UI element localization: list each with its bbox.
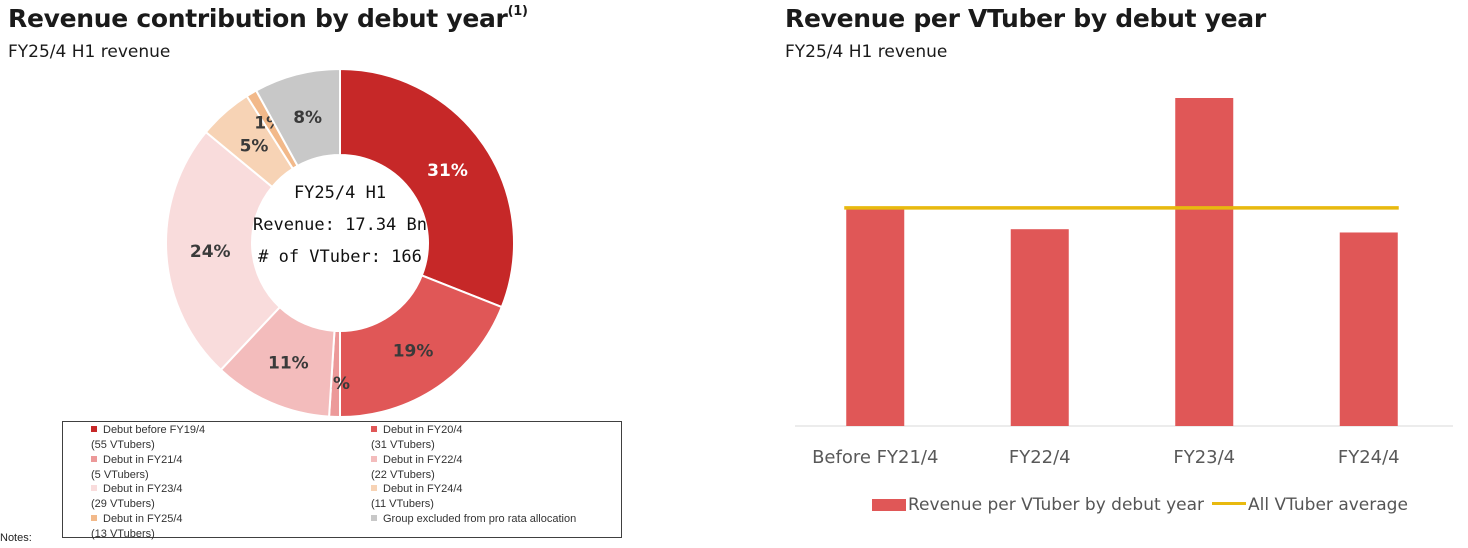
- legend-item-1: Debut in FY20/4 (31 VTubers): [371, 423, 463, 453]
- legend-sublabel-1: (31 VTubers): [371, 439, 435, 451]
- donut-value-label-0: 31%: [427, 161, 468, 181]
- legend-item-6: Debut in FY25/4 (13 VTubers): [91, 512, 183, 542]
- donut-legend: Debut before FY19/4 (55 VTubers) Debut in …: [62, 421, 622, 540]
- donut-title-text: Revenue contribution by debut year: [8, 4, 508, 33]
- donut-slice-1: [339, 274, 504, 419]
- donut-center-line-2: Revenue: 17.34 Bn: [253, 215, 427, 235]
- donut-center-line-1: FY25/4 H1: [294, 183, 386, 203]
- bar-3: [1339, 232, 1398, 426]
- legend-label-7: Group excluded from pro rata allocation: [383, 512, 577, 525]
- legend-label-6: Debut in FY25/4: [103, 512, 183, 525]
- legend-item-4: Debut in FY23/4 (29 VTubers): [91, 482, 183, 512]
- legend-label-0: Debut before FY19/4: [103, 424, 206, 436]
- legend-item-7: Group excluded from pro rata allocation: [371, 512, 576, 527]
- bar-category-label-3: FY24/4: [1338, 447, 1400, 468]
- legend-sublabel-3: (22 VTubers): [371, 468, 435, 481]
- donut-center-line-3: # of VTuber: 166: [258, 247, 422, 267]
- bar-chart: Before FY21/4 FY22/4 FY23/4 FY24/4: [795, 98, 1453, 468]
- legend-item-5: Debut in FY24/4 (11 VTubers): [371, 482, 463, 512]
- legend-label-5: Debut in FY24/4: [383, 483, 463, 495]
- donut-slice-4: [165, 130, 282, 372]
- bar-1: [1010, 229, 1069, 426]
- legend-item-3: Debut in FY22/4 (22 VTubers): [371, 453, 463, 483]
- legend-swatch-1: [371, 426, 377, 432]
- donut-slice-0: [339, 67, 515, 309]
- donut-value-label-4: 24%: [190, 242, 231, 262]
- legend-sublabel-6: (13 VTubers): [91, 527, 155, 540]
- legend-sublabel-4: (29 VTubers): [91, 498, 155, 510]
- legend-sublabel-0: (55 VTubers): [91, 439, 155, 451]
- legend-sublabel-5: (11 VTubers): [371, 498, 434, 510]
- bar-category-label-1: FY22/4: [1009, 447, 1071, 468]
- average-legend-swatch: [1212, 502, 1246, 505]
- legend-swatch-7: [371, 514, 377, 521]
- legend-swatch-4: [91, 485, 97, 491]
- bar-category-label-2: FY23/4: [1173, 447, 1235, 468]
- donut-value-label-1: 19%: [393, 342, 434, 362]
- bar-subtitle: FY25/4 H1 revenue: [785, 42, 948, 62]
- bar-legend-series-label: Revenue per VTuber by debut year: [908, 495, 1204, 515]
- legend-swatch-2: [91, 455, 97, 462]
- legend-swatch-5: [371, 485, 377, 491]
- legend-label-1: Debut in FY20/4: [383, 424, 463, 436]
- legend-swatch-3: [371, 455, 377, 462]
- bar-legend-average: All VTuber average: [1212, 495, 1408, 515]
- bar-0: [846, 209, 905, 426]
- donut-value-label-5: 5%: [240, 136, 269, 156]
- bar-legend-series: Revenue per VTuber by debut year: [872, 495, 1204, 515]
- donut-subtitle: FY25/4 H1 revenue: [8, 42, 171, 62]
- average-legend-label: All VTuber average: [1248, 495, 1408, 515]
- legend-sublabel-2: (5 VTubers): [91, 468, 149, 481]
- donut-title: Revenue contribution by debut year(1): [8, 4, 528, 33]
- bar-category-label-0: Before FY21/4: [812, 447, 938, 468]
- donut-title-note: (1): [507, 3, 528, 19]
- legend-swatch-6: [91, 514, 97, 521]
- bar-legend-swatch: [872, 499, 906, 511]
- donut-slice-7: [254, 67, 341, 168]
- legend-label-2: Debut in FY21/4: [103, 453, 183, 466]
- bar-2: [1175, 98, 1234, 426]
- legend-item-2: Debut in FY21/4 (5 VTubers): [91, 453, 183, 483]
- notes-label: Notes:: [0, 532, 32, 544]
- bar-title: Revenue per VTuber by debut year: [785, 4, 1266, 33]
- legend-swatch-0: [91, 426, 97, 432]
- legend-label-3: Debut in FY22/4: [383, 453, 463, 466]
- legend-label-4: Debut in FY23/4: [103, 483, 183, 495]
- legend-item-0: Debut before FY19/4 (55 VTubers): [91, 423, 205, 453]
- donut-value-label-3: 11%: [268, 353, 309, 373]
- donut-value-label-7: 8%: [293, 108, 322, 128]
